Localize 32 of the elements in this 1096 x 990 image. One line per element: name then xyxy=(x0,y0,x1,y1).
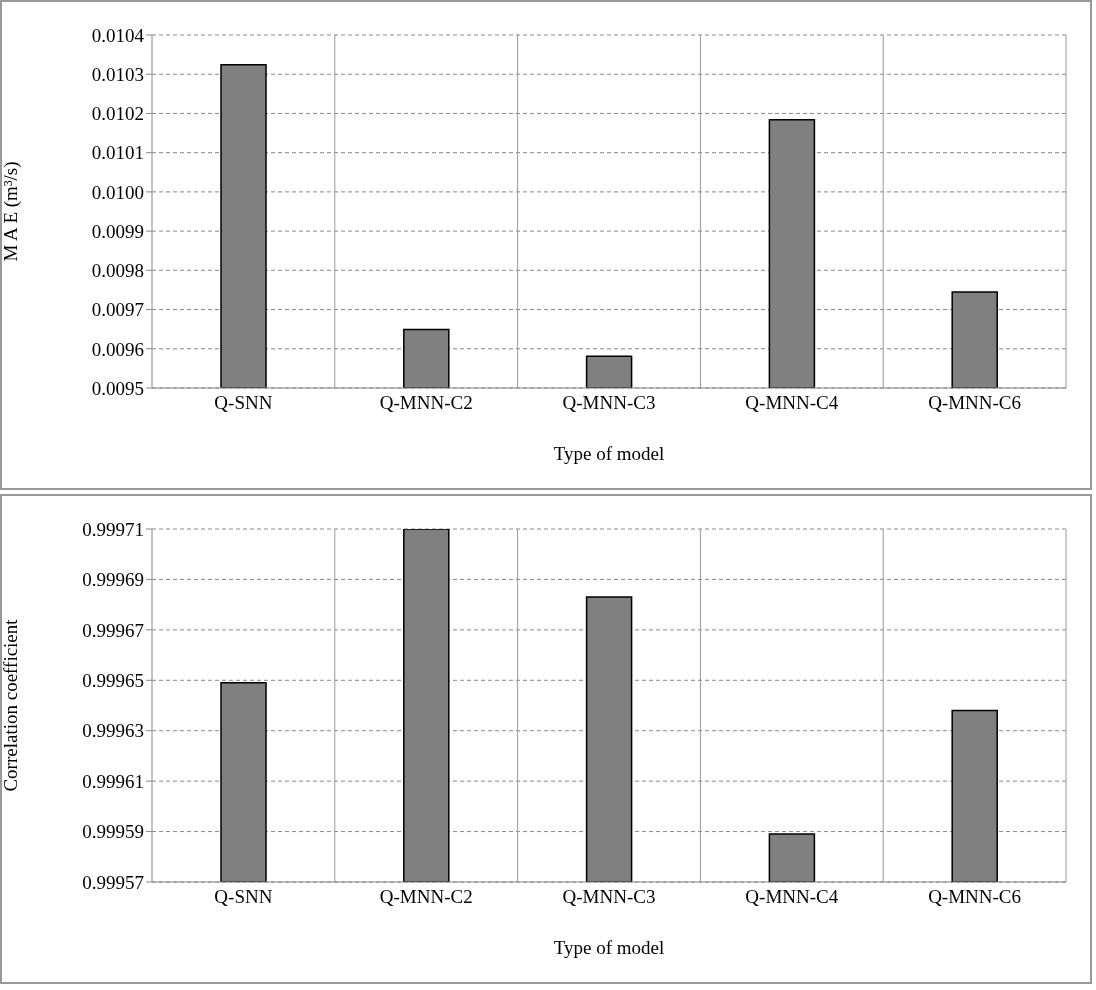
y-tick-label: 0.99971 xyxy=(82,518,144,540)
x-tick-label: Q-SNN xyxy=(214,886,273,908)
y-tick-label: 0.0102 xyxy=(91,103,144,125)
y-tick-label: 0.0099 xyxy=(91,220,144,242)
y-tick-label: 0.99957 xyxy=(82,871,144,893)
y-tick-label: 0.99963 xyxy=(82,720,144,742)
y-tick-label: 0.0104 xyxy=(91,24,145,46)
y-tick-label: 0.0096 xyxy=(91,338,144,360)
y-tick-label: 0.99959 xyxy=(82,821,144,843)
y-tick-label: 0.99967 xyxy=(82,619,144,641)
y-tick-label: 0.0097 xyxy=(91,299,144,321)
y-axis-title: Correlation coefficient xyxy=(0,618,21,792)
x-axis-title: Type of model xyxy=(553,443,665,464)
y-tick-label: 0.0095 xyxy=(91,377,144,399)
x-tick-label: Q-MNN-C4 xyxy=(745,392,839,414)
x-tick-label: Q-MNN-C6 xyxy=(928,392,1022,414)
y-tick-label: 0.0101 xyxy=(91,142,144,164)
y-tick-label: 0.99969 xyxy=(82,569,144,591)
x-tick-label: Q-MNN-C2 xyxy=(379,886,473,908)
y-tick-label: 0.0103 xyxy=(91,63,144,85)
x-tick-label: Q-SNN xyxy=(214,392,273,414)
x-tick-label: Q-MNN-C2 xyxy=(379,392,473,414)
x-axis-title: Type of model xyxy=(553,937,665,958)
x-tick-label: Q-MNN-C3 xyxy=(562,392,656,414)
y-axis-title: M A E (m³/s) xyxy=(0,161,22,262)
x-tick-label: Q-MNN-C6 xyxy=(928,886,1022,908)
y-tick-label: 0.0098 xyxy=(91,260,144,282)
x-tick-label: Q-MNN-C4 xyxy=(745,886,839,908)
y-tick-label: 0.99961 xyxy=(82,770,144,792)
y-tick-label: 0.0100 xyxy=(91,181,144,203)
y-tick-label: 0.99965 xyxy=(82,670,144,692)
x-tick-label: Q-MNN-C3 xyxy=(562,886,656,908)
